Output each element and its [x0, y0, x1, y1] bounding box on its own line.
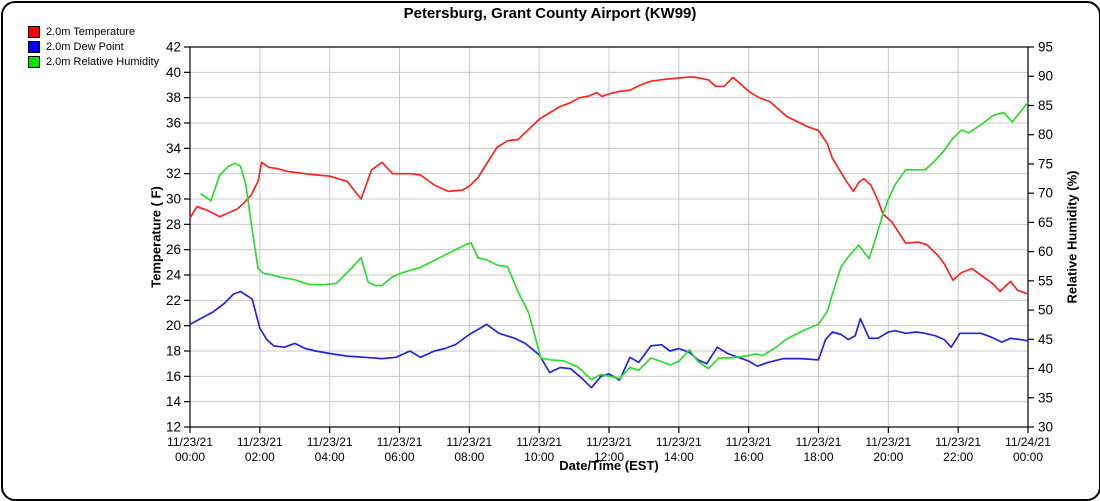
x-tick-date: 11/23/21	[796, 435, 842, 449]
left-tick-label: 32	[166, 166, 181, 181]
x-tick-time: 00:00	[175, 450, 205, 464]
right-tick-label: 65	[1038, 215, 1053, 230]
left-tick-label: 42	[166, 40, 181, 55]
left-tick-label: 14	[166, 394, 182, 409]
left-tick-label: 18	[166, 344, 181, 359]
left-tick-label: 28	[166, 217, 181, 232]
left-tick-label: 24	[166, 268, 182, 283]
relative-humidity-swatch-icon	[28, 55, 40, 68]
x-tick-time: 02:00	[245, 450, 275, 464]
x-tick-date: 11/23/21	[865, 435, 911, 449]
left-tick-label: 36	[166, 116, 181, 131]
left-tick-label: 20	[166, 318, 181, 333]
right-tick-label: 90	[1038, 69, 1053, 84]
legend-item-relative-humidity: 2.0m Relative Humidity	[28, 54, 159, 69]
x-axis-title: Date/Time (EST)	[559, 458, 659, 473]
right-tick-label: 40	[1038, 361, 1053, 376]
right-tick-label: 60	[1038, 244, 1053, 259]
left-axis: 12 14 16 18 20 22 24 26 28 30 32 34 36 38 40 42	[166, 40, 190, 435]
x-tick-time: 20:00	[873, 450, 903, 464]
x-tick-date: 11/23/21	[307, 435, 353, 449]
x-tick-date: 11/24/21	[1005, 435, 1051, 449]
x-tick-date: 11/23/21	[237, 435, 283, 449]
legend: 2.0m Temperature 2.0m Dew Point 2.0m Rel…	[28, 24, 159, 69]
left-tick-label: 26	[166, 242, 181, 257]
x-tick-time: 12:00	[594, 450, 624, 464]
right-tick-label: 45	[1038, 332, 1053, 347]
right-tick-label: 95	[1038, 40, 1053, 55]
x-tick-time: 18:00	[803, 450, 833, 464]
x-tick-time: 10:00	[524, 450, 554, 464]
left-tick-label: 12	[166, 420, 181, 435]
legend-label: 2.0m Relative Humidity	[46, 55, 160, 68]
legend-label: 2.0m Temperature	[46, 25, 136, 38]
right-tick-label: 70	[1038, 186, 1053, 201]
right-tick-label: 80	[1038, 127, 1053, 142]
left-tick-label: 38	[166, 90, 181, 105]
2-0m-dew-point-line	[189, 290, 1029, 389]
x-tick-time: 16:00	[734, 450, 764, 464]
x-tick-time: 04:00	[315, 450, 345, 464]
right-tick-label: 35	[1038, 390, 1053, 405]
legend-label: 2.0m Dew Point	[46, 40, 124, 53]
left-tick-label: 34	[166, 141, 182, 156]
x-tick-time: 14:00	[664, 450, 694, 464]
x-tick-date: 11/23/21	[167, 435, 213, 449]
temperature-swatch-icon	[28, 25, 40, 38]
x-tick-date: 11/23/21	[586, 435, 632, 449]
x-tick-date: 11/23/21	[377, 435, 423, 449]
x-tick-date: 11/23/21	[935, 435, 981, 449]
x-tick-date: 11/23/21	[656, 435, 702, 449]
x-axis: 11/23/2100:0011/23/2102:0011/23/2104:001…	[167, 427, 1051, 464]
right-axis: 30 35 40 45 50 55 60 65 70 75 80 85 90 95	[1028, 40, 1053, 435]
chart-title: Petersburg, Grant County Airport (KW99)	[403, 5, 697, 22]
x-tick-date: 11/23/21	[516, 435, 562, 449]
legend-item-dew-point: 2.0m Dew Point	[28, 39, 159, 54]
left-tick-label: 30	[166, 192, 181, 207]
right-tick-label: 85	[1038, 98, 1053, 113]
right-tick-label: 30	[1038, 420, 1053, 435]
2-0m-temperature-line	[189, 75, 1029, 295]
legend-item-temperature: 2.0m Temperature	[28, 24, 159, 39]
right-tick-label: 50	[1038, 303, 1053, 318]
left-tick-label: 40	[166, 65, 181, 80]
x-tick-time: 06:00	[384, 450, 414, 464]
right-tick-label: 55	[1038, 273, 1053, 288]
right-tick-label: 75	[1038, 156, 1053, 171]
x-tick-time: 08:00	[454, 450, 484, 464]
left-tick-label: 16	[166, 369, 181, 384]
dew-point-swatch-icon	[28, 40, 40, 53]
x-tick-date: 11/23/21	[446, 435, 492, 449]
x-tick-time: 22:00	[943, 450, 973, 464]
x-tick-time: 00:00	[1013, 450, 1043, 464]
left-tick-label: 22	[166, 293, 181, 308]
x-tick-date: 11/23/21	[726, 435, 772, 449]
2-0m-relative-humidity-line	[200, 101, 1029, 381]
